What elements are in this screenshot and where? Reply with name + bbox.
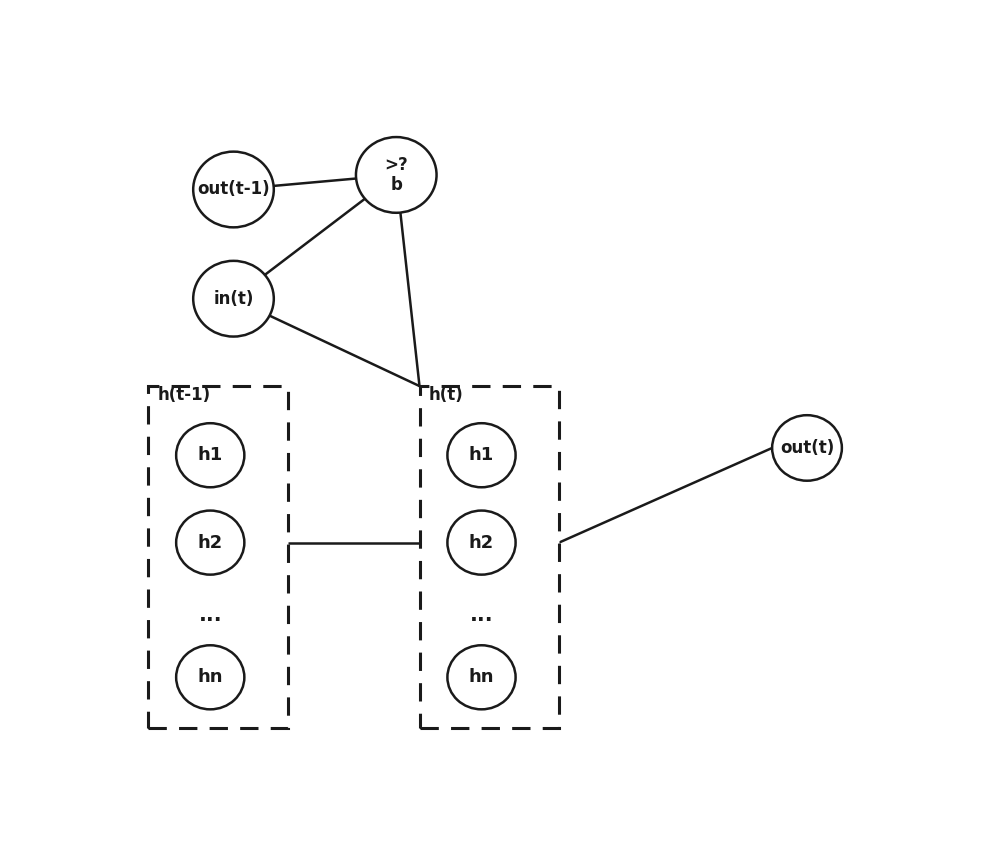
Circle shape: [193, 261, 274, 336]
Text: in(t): in(t): [213, 289, 254, 308]
Circle shape: [176, 511, 244, 574]
FancyBboxPatch shape: [420, 386, 559, 728]
Circle shape: [193, 151, 274, 227]
Text: h(t-1): h(t-1): [158, 386, 211, 404]
Circle shape: [772, 415, 842, 481]
Text: h2: h2: [469, 534, 494, 551]
Circle shape: [447, 511, 516, 574]
Text: h(t): h(t): [429, 386, 464, 404]
Circle shape: [447, 645, 516, 710]
Text: h2: h2: [198, 534, 223, 551]
Circle shape: [447, 423, 516, 488]
Circle shape: [176, 645, 244, 710]
Circle shape: [176, 423, 244, 488]
Text: ...: ...: [470, 605, 493, 625]
Text: out(t): out(t): [780, 439, 834, 457]
Text: out(t-1): out(t-1): [197, 180, 270, 198]
Text: >?
b: >? b: [384, 156, 408, 194]
Circle shape: [356, 137, 437, 213]
Text: hn: hn: [198, 668, 223, 686]
Text: h1: h1: [198, 446, 223, 465]
FancyBboxPatch shape: [148, 386, 288, 728]
Text: ...: ...: [198, 605, 222, 625]
Text: hn: hn: [469, 668, 494, 686]
Text: h1: h1: [469, 446, 494, 465]
